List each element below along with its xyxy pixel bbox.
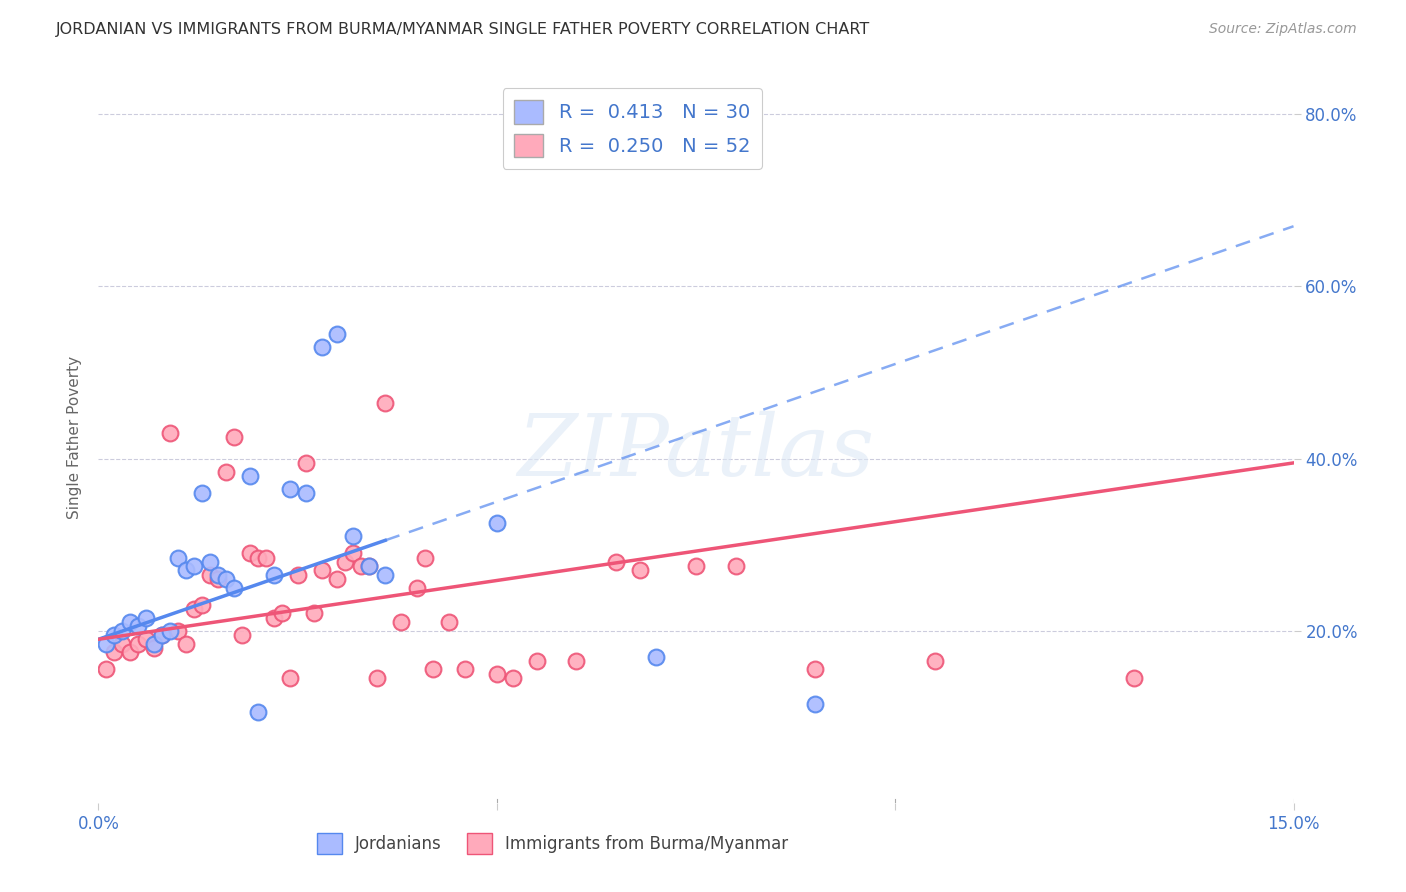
Point [502,671,524,685]
Point [485,516,508,530]
Y-axis label: Single Father Poverty: Single Father Poverty [67,356,83,518]
Point [1123,671,1146,685]
Point [924,654,946,668]
Point [263,567,285,582]
Point [207,567,229,582]
Point [326,572,349,586]
Point [183,559,205,574]
Point [413,550,436,565]
Point [96,662,118,676]
Legend: Jordanians, Immigrants from Burma/Myanmar: Jordanians, Immigrants from Burma/Myanma… [311,827,794,860]
Point [150,628,173,642]
Point [278,482,301,496]
Point [231,628,253,642]
Point [198,555,221,569]
Point [270,607,292,621]
Point [222,581,245,595]
Point [135,611,157,625]
Point [150,628,173,642]
Point [605,555,627,569]
Point [103,645,125,659]
Point [254,550,277,565]
Point [96,637,118,651]
Point [191,486,214,500]
Point [335,555,357,569]
Point [222,430,245,444]
Point [406,581,429,595]
Point [804,662,827,676]
Point [111,624,134,638]
Point [485,666,508,681]
Point [294,456,316,470]
Point [174,564,197,578]
Point [342,546,364,560]
Point [120,615,142,629]
Point [804,697,827,711]
Point [359,559,381,574]
Point [174,637,197,651]
Point [263,611,285,625]
Point [120,645,142,659]
Point [565,654,588,668]
Point [724,559,747,574]
Point [311,340,333,354]
Point [454,662,477,676]
Point [246,550,269,565]
Point [366,671,388,685]
Point [350,559,373,574]
Point [127,619,149,633]
Point [287,567,309,582]
Point [191,598,214,612]
Point [278,671,301,685]
Point [374,395,396,409]
Point [183,602,205,616]
Point [526,654,548,668]
Point [111,637,134,651]
Point [374,567,396,582]
Point [143,637,166,651]
Point [239,468,262,483]
Point [389,615,412,629]
Point [215,465,238,479]
Point [645,649,668,664]
Text: JORDANIAN VS IMMIGRANTS FROM BURMA/MYANMAR SINGLE FATHER POVERTY CORRELATION CHA: JORDANIAN VS IMMIGRANTS FROM BURMA/MYANM… [56,22,870,37]
Point [685,559,707,574]
Point [127,637,149,651]
Point [294,486,316,500]
Point [628,564,651,578]
Point [167,624,190,638]
Point [246,706,269,720]
Point [326,326,349,341]
Point [359,559,381,574]
Text: ZIPatlas: ZIPatlas [517,410,875,493]
Point [239,546,262,560]
Point [207,572,229,586]
Point [342,529,364,543]
Point [437,615,460,629]
Point [143,640,166,655]
Point [198,567,221,582]
Point [159,624,181,638]
Point [215,572,238,586]
Point [422,662,444,676]
Point [311,564,333,578]
Point [159,425,181,440]
Point [103,628,125,642]
Text: Source: ZipAtlas.com: Source: ZipAtlas.com [1209,22,1357,37]
Point [302,607,325,621]
Point [167,550,190,565]
Point [135,632,157,647]
